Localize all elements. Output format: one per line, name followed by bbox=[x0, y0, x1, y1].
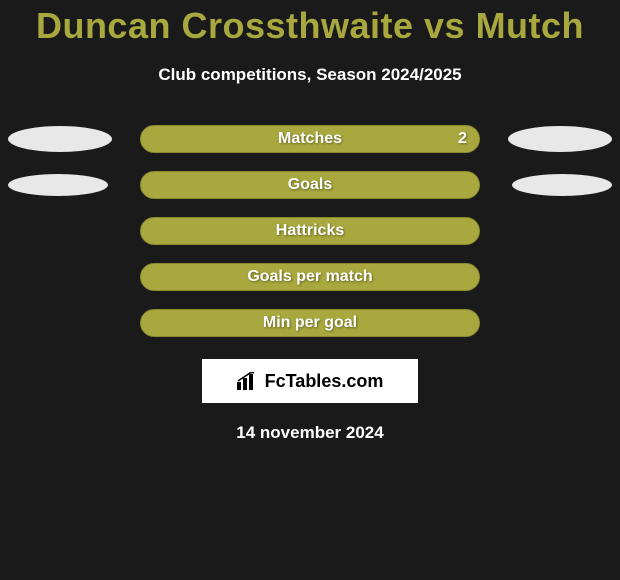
page-title: Duncan Crossthwaite vs Mutch bbox=[0, 5, 620, 47]
stat-bar: Hattricks bbox=[140, 217, 480, 245]
stat-label: Min per goal bbox=[263, 314, 357, 332]
right-ellipse bbox=[512, 174, 612, 196]
stat-label: Goals per match bbox=[247, 268, 372, 286]
stat-row: Hattricks bbox=[0, 217, 620, 245]
subtitle: Club competitions, Season 2024/2025 bbox=[0, 65, 620, 85]
date-text: 14 november 2024 bbox=[0, 423, 620, 443]
stat-value: 2 bbox=[458, 130, 467, 148]
stat-bar: Matches 2 bbox=[140, 125, 480, 153]
logo-box: FcTables.com bbox=[202, 359, 418, 403]
stat-row: Min per goal bbox=[0, 309, 620, 337]
stat-label: Matches bbox=[278, 130, 342, 148]
chart-icon bbox=[237, 372, 259, 390]
stat-rows: Matches 2 Goals Hattricks Goals per match Min… bbox=[0, 125, 620, 337]
right-ellipse bbox=[508, 126, 612, 152]
stat-bar: Goals per match bbox=[140, 263, 480, 291]
left-ellipse bbox=[8, 174, 108, 196]
stat-row: Goals per match bbox=[0, 263, 620, 291]
stat-bar: Goals bbox=[140, 171, 480, 199]
stat-row: Matches 2 bbox=[0, 125, 620, 153]
stat-row: Goals bbox=[0, 171, 620, 199]
left-ellipse bbox=[8, 126, 112, 152]
logo-text: FcTables.com bbox=[265, 371, 384, 392]
stat-label: Hattricks bbox=[276, 222, 344, 240]
chart-container: Duncan Crossthwaite vs Mutch Club compet… bbox=[0, 0, 620, 443]
stat-label: Goals bbox=[288, 176, 332, 194]
stat-bar: Min per goal bbox=[140, 309, 480, 337]
